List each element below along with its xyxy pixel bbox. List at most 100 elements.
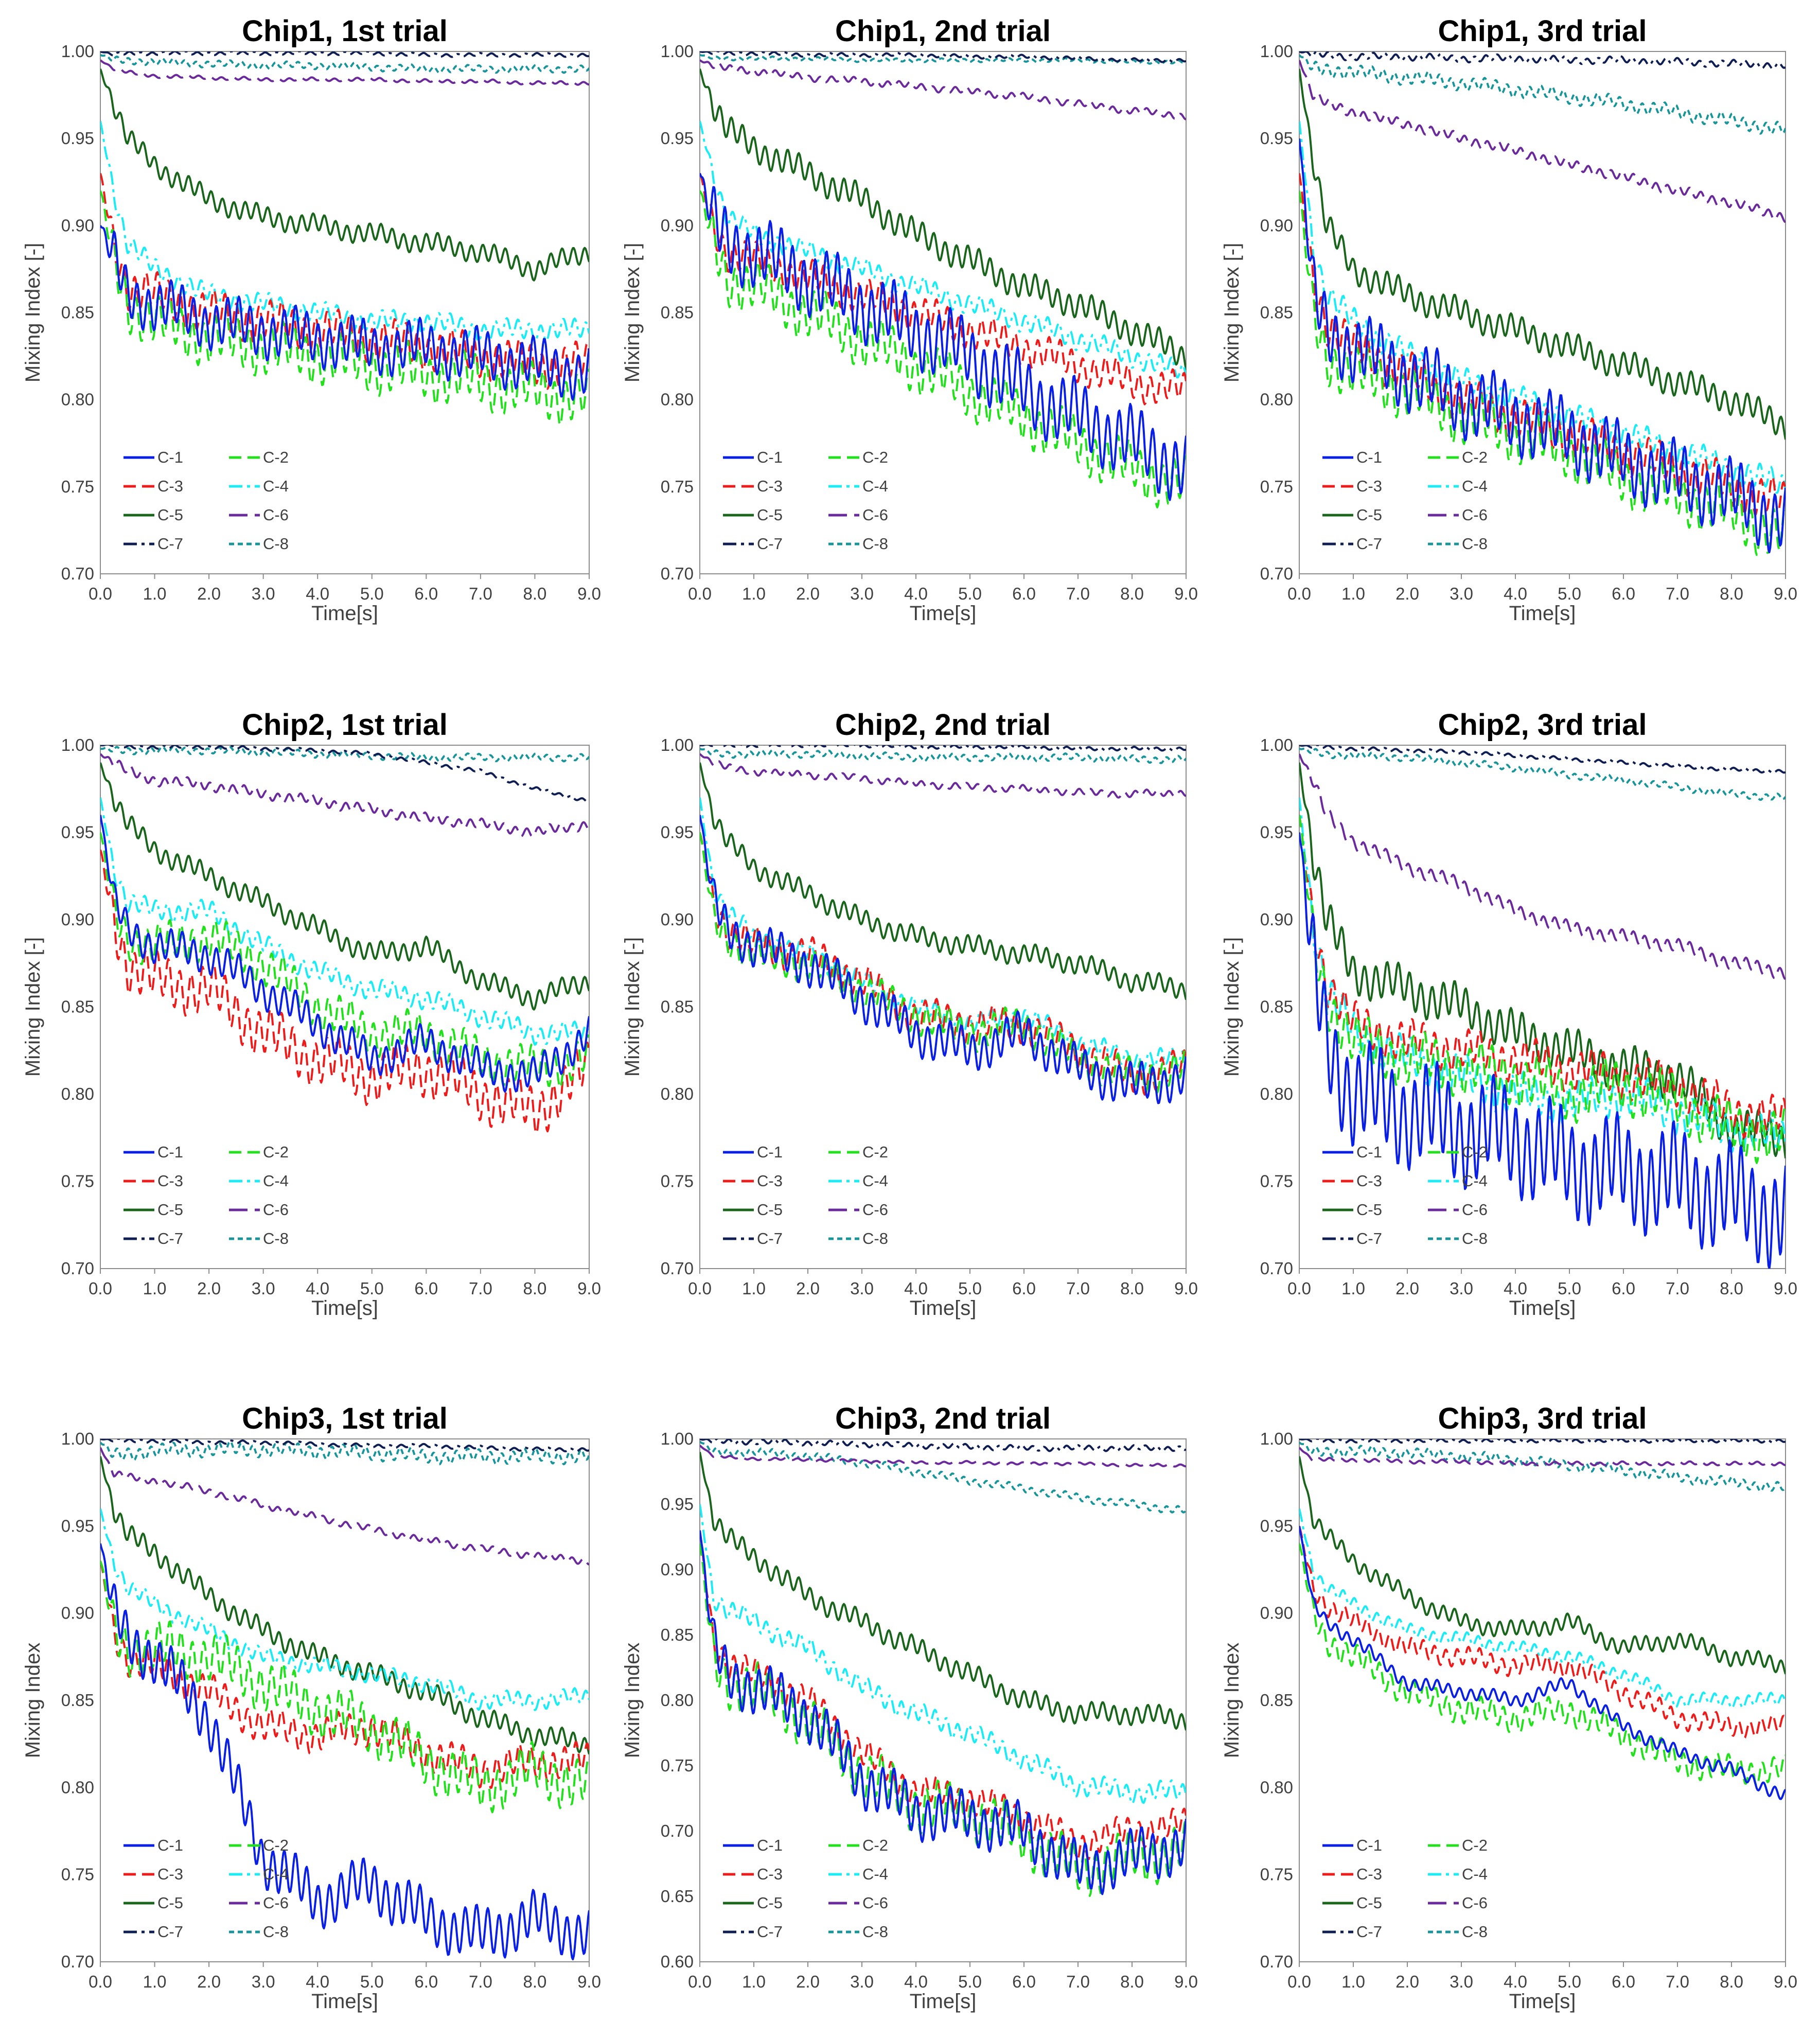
legend-label: C-8	[263, 1923, 289, 1941]
x-tick-label: 1.0	[1341, 1972, 1365, 1991]
x-tick-label: 5.0	[958, 584, 982, 603]
legend-label: C-6	[862, 1201, 888, 1219]
x-tick-label: 6.0	[414, 584, 438, 603]
x-tick-label: 9.0	[1174, 1279, 1198, 1298]
legend-label: C-2	[1462, 448, 1488, 466]
x-tick-label: 1.0	[1341, 1279, 1365, 1298]
series-line-c-5	[1299, 1456, 1786, 1675]
legend-label: C-6	[1462, 1201, 1488, 1219]
series-line-c-7	[100, 51, 589, 58]
legend-label: C-1	[157, 1836, 183, 1854]
series-line-c-2	[100, 832, 589, 1089]
legend-label: C-3	[757, 1172, 783, 1190]
x-tick-label: 9.0	[1174, 1972, 1198, 1991]
x-tick-label: 9.0	[577, 584, 601, 603]
x-tick-label: 5.0	[1558, 1279, 1581, 1298]
series-line-c-5	[700, 68, 1186, 371]
y-tick-label: 1.00	[61, 1429, 94, 1448]
series-line-c-1	[100, 225, 589, 401]
legend-label: C-2	[862, 448, 888, 466]
x-tick-label: 2.0	[796, 584, 820, 603]
y-tick-label: 0.75	[661, 1172, 694, 1191]
y-tick-label: 0.85	[661, 1625, 694, 1644]
y-tick-label: 1.00	[1260, 42, 1293, 61]
y-tick-label: 0.80	[1260, 1084, 1293, 1103]
legend-label: C-2	[862, 1143, 888, 1161]
y-tick-label: 0.75	[1260, 477, 1293, 496]
legend-label: C-2	[263, 1836, 289, 1854]
x-tick-label: 2.0	[1395, 1279, 1419, 1298]
x-tick-label: 7.0	[1066, 1972, 1090, 1991]
x-axis-label: Time[s]	[1509, 1297, 1576, 1320]
y-tick-label: 0.80	[661, 1691, 694, 1710]
legend-label: C-7	[757, 535, 783, 553]
legend-label: C-4	[1462, 1172, 1488, 1190]
y-axis-label: Mixing Index [-]	[1221, 937, 1243, 1077]
x-tick-label: 1.0	[742, 1972, 766, 1991]
x-tick-label: 1.0	[143, 584, 167, 603]
legend-label: C-7	[757, 1229, 783, 1247]
legend-label: C-3	[757, 1865, 783, 1883]
series-line-c-3	[100, 1560, 589, 1789]
y-tick-label: 0.90	[661, 216, 694, 235]
legend-label: C-8	[862, 1923, 888, 1941]
x-tick-label: 6.0	[1612, 1279, 1635, 1298]
y-tick-label: 0.85	[661, 303, 694, 322]
chart-title: Chip1, 3rd trial	[1438, 14, 1647, 48]
x-tick-label: 6.0	[1612, 1972, 1635, 1991]
legend-label: C-5	[1356, 1201, 1382, 1219]
chart-panel-7: Chip3, 1st trial 0.70 0.75 0.80 0.85 0.90 0.95…	[22, 1402, 601, 2013]
y-tick-label: 0.70	[661, 564, 694, 583]
series-group	[1299, 745, 1786, 1269]
y-tick-label: 0.70	[661, 1259, 694, 1278]
x-tick-label: 4.0	[306, 1972, 329, 1991]
legend-label: C-2	[263, 1143, 289, 1161]
y-tick-label: 0.65	[661, 1887, 694, 1906]
y-axis-label: Mixing Index	[621, 1643, 644, 1759]
chart-title: Chip1, 2nd trial	[835, 14, 1051, 48]
legend-label: C-1	[757, 1143, 783, 1161]
legend-label: C-8	[862, 535, 888, 553]
series-line-c-2	[1299, 190, 1786, 556]
y-axis-label: Mixing Index [-]	[621, 937, 644, 1077]
legend-label: C-6	[263, 506, 289, 524]
series-line-c-4	[700, 120, 1186, 379]
series-line-c-6	[1299, 753, 1786, 980]
y-tick-label: 0.70	[61, 564, 94, 583]
legend-label: C-5	[1356, 506, 1382, 524]
series-line-c-3	[1299, 173, 1786, 516]
y-tick-label: 1.00	[1260, 735, 1293, 754]
x-tick-label: 4.0	[306, 1279, 329, 1298]
series-line-c-8	[1299, 747, 1786, 801]
x-tick-label: 8.0	[1720, 1972, 1743, 1991]
x-tick-label: 9.0	[1774, 1972, 1797, 1991]
x-tick-label: 4.0	[904, 1279, 928, 1298]
legend-label: C-2	[862, 1836, 888, 1854]
x-tick-label: 4.0	[1504, 1279, 1527, 1298]
x-tick-label: 3.0	[1450, 1279, 1473, 1298]
x-tick-label: 2.0	[197, 1972, 221, 1991]
x-tick-label: 2.0	[1395, 584, 1419, 603]
chart-panel-1: Chip1, 1st trial 0.70 0.75 0.80 0.85 0.90 0.95…	[22, 14, 601, 625]
chart-panel-9: Chip3, 3rd trial 0.70 0.75 0.80 0.85 0.90 0.95…	[1221, 1402, 1797, 2013]
x-tick-label: 9.0	[1774, 1279, 1797, 1298]
series-line-c-1	[700, 815, 1186, 1104]
y-axis-label: Mixing Index [-]	[22, 243, 44, 382]
legend-label: C-1	[157, 1143, 183, 1161]
y-tick-label: 0.80	[1260, 1778, 1293, 1797]
legend-label: C-6	[263, 1894, 289, 1912]
series-line-c-2	[100, 190, 589, 426]
series-line-c-6	[1299, 60, 1786, 223]
chart-panel-3: Chip1, 3rd trial 0.70 0.75 0.80 0.85 0.90 0.95…	[1221, 14, 1797, 625]
y-tick-label: 0.95	[61, 1516, 94, 1535]
series-line-c-8	[700, 1440, 1186, 1514]
x-tick-label: 7.0	[1066, 584, 1090, 603]
x-tick-label: 5.0	[958, 1279, 982, 1298]
legend-label: C-1	[157, 448, 183, 466]
series-group	[100, 745, 589, 1135]
x-tick-label: 9.0	[1174, 584, 1198, 603]
legend: C-1 C-2 C-3 C-4 C-5 C-6 C-7 C-8	[723, 1143, 888, 1247]
series-group	[1299, 1439, 1786, 1800]
legend-label: C-1	[757, 448, 783, 466]
